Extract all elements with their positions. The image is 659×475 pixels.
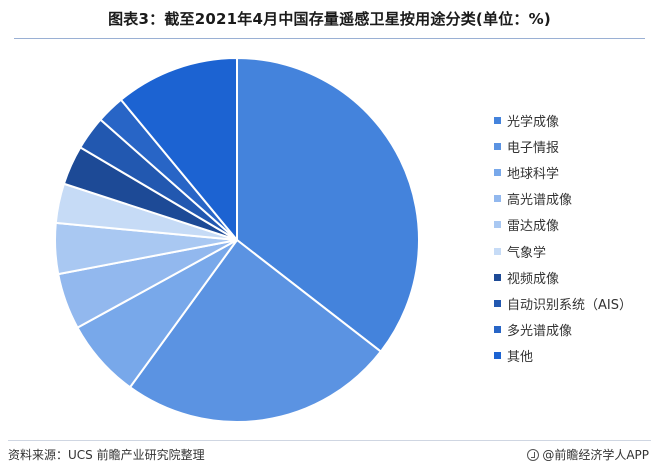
legend-label-2: 地球科学 [507,166,560,182]
legend-swatch-0 [494,116,501,124]
legend-swatch-4 [494,221,501,229]
source-note: 资料来源：UCS 前瞻产业研究院整理 [8,448,205,462]
legend-item-7: 自动识别系统（AIS） [494,290,632,316]
chart-legend: 光学成像电子情报地球科学高光谱成像雷达成像气象学视频成像自动识别系统（AIS） 多… [494,107,632,369]
legend-item-0: 光学成像 [494,107,632,133]
legend-item-9: 其他 [494,343,632,369]
legend-item-3: 高光谱成像 [494,186,632,212]
legend-label-3: 高光谱成像 [507,193,573,209]
pie-slice-9 [119,57,238,241]
legend-swatch-6 [494,273,501,281]
legend-item-2: 地球科学 [494,159,632,185]
pie-slice-0 [236,57,421,353]
legend-label-9: 其他 [507,350,534,366]
legend-item-1: 电子情报 [494,133,632,159]
legend-label-4: 雷达成像 [507,219,560,235]
legend-swatch-7 [494,299,501,307]
legend-item-4: 雷达成像 [494,212,632,238]
legend-swatch-2 [494,168,501,176]
legend-label-0: 光学成像 [507,114,560,130]
title-divider [14,38,645,39]
legend-swatch-9 [494,352,501,360]
legend-swatch-8 [494,326,501,334]
pie-slice-1 [129,239,382,423]
legend-swatch-3 [494,195,501,203]
legend-label-1: 电子情报 [507,140,560,156]
footer-divider [8,440,651,441]
brand-label: @前瞻经济学人APP [542,448,649,462]
legend-swatch-5 [494,247,501,255]
legend-swatch-1 [494,142,501,150]
legend-item-6: 视频成像 [494,264,632,290]
chart-title: 图表3：截至2021年4月中国存量遥感卫星按用途分类(单位：%) [108,10,551,28]
legend-label-8: 多光谱成像 [507,324,573,340]
legend-label-7: 自动识别系统（AIS） [507,297,632,313]
legend-label-5: 气象学 [507,245,547,261]
legend-label-6: 视频成像 [507,271,560,287]
legend-item-5: 气象学 [494,238,632,264]
brand-logo-icon [527,448,540,461]
legend-item-8: 多光谱成像 [494,317,632,343]
brand-credit: @前瞻经济学人APP [527,446,649,463]
